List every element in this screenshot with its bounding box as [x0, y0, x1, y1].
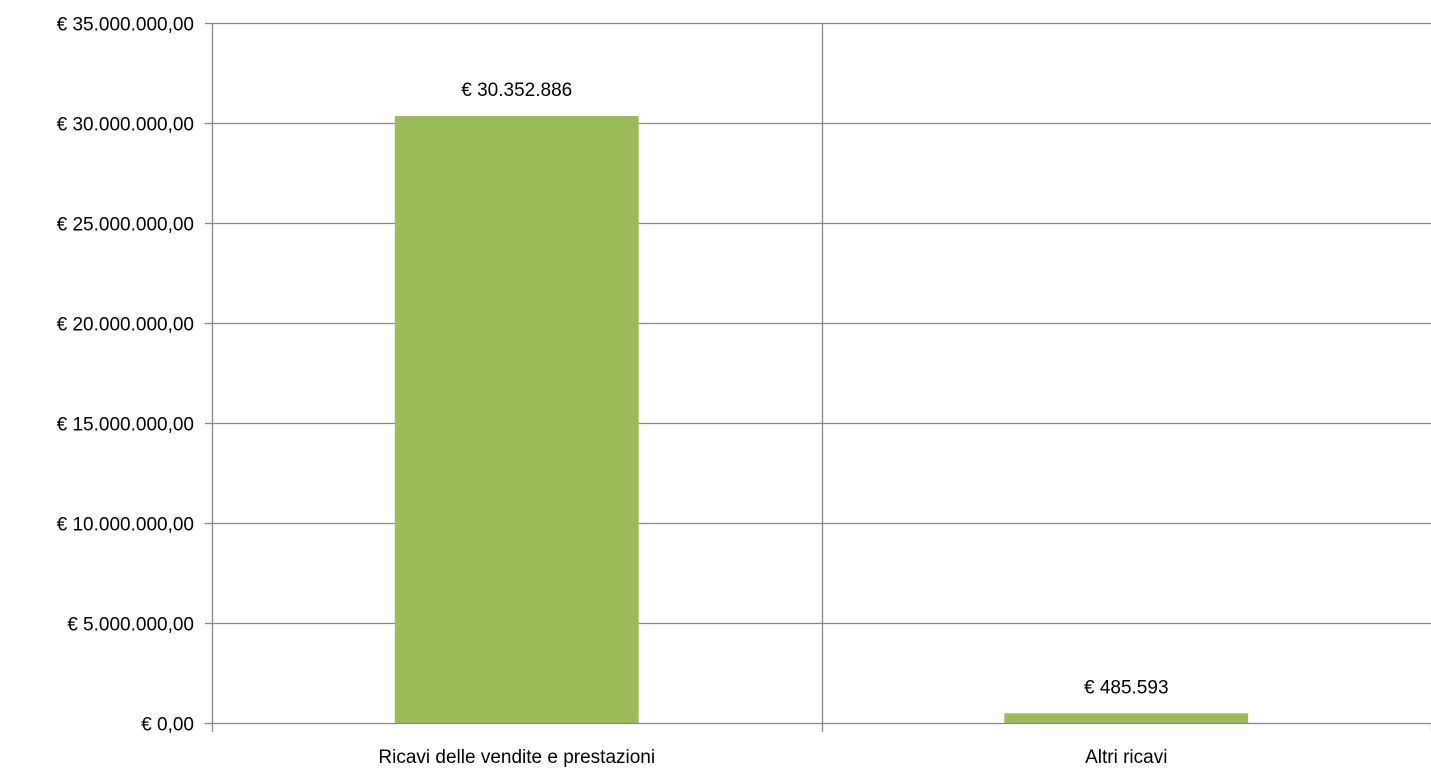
ytick-label: € 20.000.000,00	[57, 315, 194, 336]
bars	[394, 115, 1249, 724]
axes	[205, 22, 1431, 732]
ytick-label: € 0,00	[141, 715, 194, 736]
xtick-label: Altri ricavi	[1085, 747, 1167, 768]
xtick-label: Ricavi delle vendite e prestazioni	[378, 747, 655, 768]
ytick-label: € 25.000.000,00	[57, 215, 194, 236]
ytick-label: € 5.000.000,00	[67, 615, 194, 636]
ytick-label: € 15.000.000,00	[57, 415, 194, 436]
ytick-label: € 35.000.000,00	[57, 15, 194, 36]
bar	[1004, 713, 1249, 723]
data-label: € 30.352.886	[461, 80, 572, 101]
ytick-label: € 30.000.000,00	[57, 115, 194, 136]
data-label: € 485.593	[1084, 677, 1169, 698]
ytick-label: € 10.000.000,00	[57, 515, 194, 536]
labels: € 0,00 € 5.000.000,00 € 10.000.000,00 € 15.…	[57, 15, 1169, 769]
bar	[394, 115, 639, 724]
